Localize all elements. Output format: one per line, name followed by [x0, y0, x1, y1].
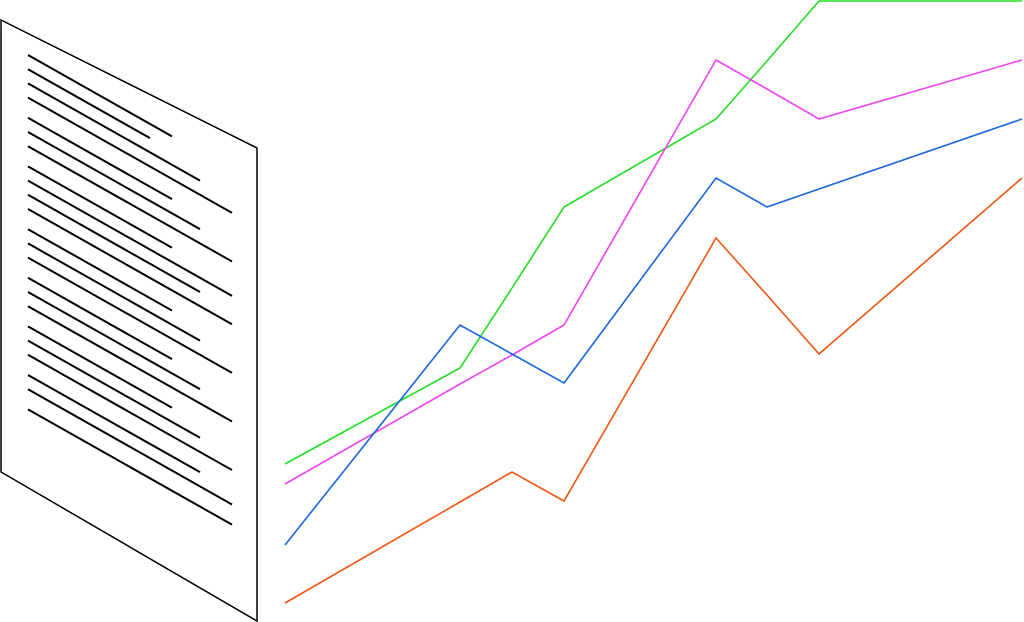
series-line [284, 118, 1023, 546]
document-text-line [27, 325, 173, 409]
document-text-line [27, 193, 201, 293]
document-text-line [27, 305, 233, 423]
series-line [284, 0, 1022, 465]
document-text-line [27, 242, 201, 342]
document-text-line [27, 116, 173, 201]
document-text-line [27, 208, 233, 326]
series-line [284, 58, 1023, 485]
document-page [0, 18, 258, 622]
document-text-line [27, 82, 201, 182]
document-text-line [27, 131, 201, 231]
document-text-line [27, 165, 173, 249]
document-text-line [27, 388, 233, 506]
document-text-line [27, 68, 151, 140]
document-text-line [27, 256, 233, 374]
document [0, 18, 258, 622]
document-text-line [27, 374, 201, 474]
document-text-line [27, 179, 233, 297]
document-text-line [27, 339, 201, 439]
document-text-line [27, 96, 233, 214]
plot [284, 0, 1023, 604]
series-line [284, 177, 1023, 604]
document-text-line [27, 276, 173, 361]
document-text-line [27, 54, 173, 138]
document-text-line [27, 145, 233, 263]
document-text-line [27, 291, 201, 391]
document-text-line [27, 408, 233, 526]
document-text-line [27, 228, 173, 312]
document-text-line [27, 353, 233, 471]
